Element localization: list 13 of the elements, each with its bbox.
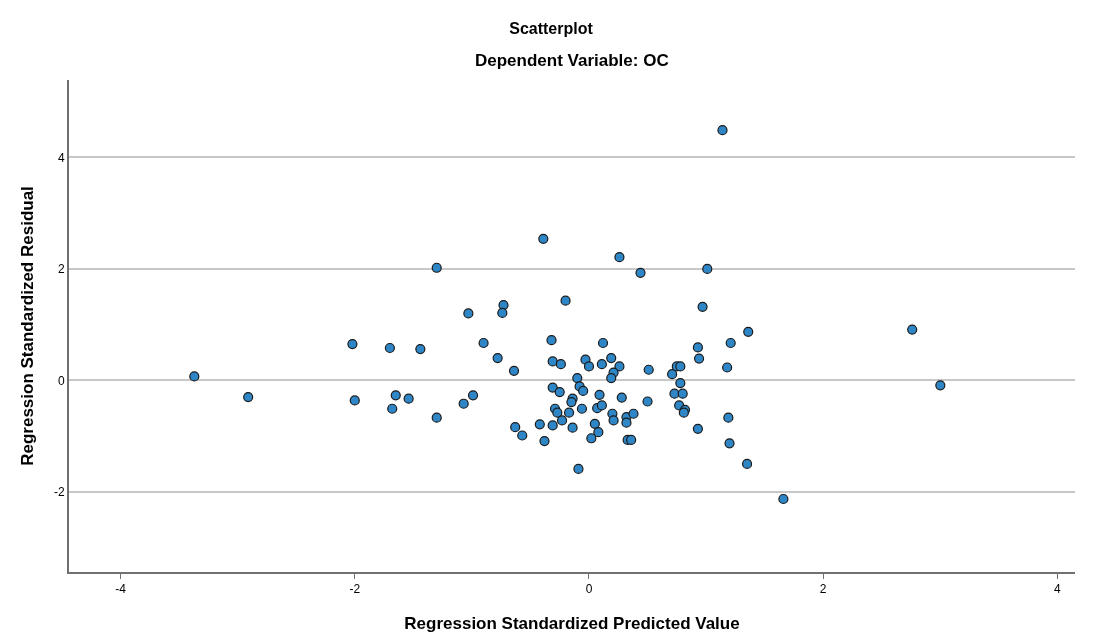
x-tick-label: 4 bbox=[1054, 582, 1062, 597]
x-tick-label: -4 bbox=[115, 582, 127, 597]
chart-title: Scatterplot bbox=[509, 19, 594, 37]
y-tick-label: 2 bbox=[57, 262, 65, 277]
x-tick-label: -2 bbox=[349, 582, 361, 597]
y-tick-label: 0 bbox=[57, 373, 65, 388]
x-tick-label: 2 bbox=[819, 582, 827, 597]
y-axis-title: Regression Standardized Residual bbox=[17, 186, 37, 466]
chart-subtitle: Dependent Variable: OC bbox=[475, 51, 669, 70]
x-tick-label: 0 bbox=[585, 582, 593, 597]
y-tick-label: 4 bbox=[57, 150, 65, 165]
y-tick-label: -2 bbox=[53, 484, 65, 499]
x-axis-title: Regression Standardized Predicted Value bbox=[404, 614, 740, 634]
